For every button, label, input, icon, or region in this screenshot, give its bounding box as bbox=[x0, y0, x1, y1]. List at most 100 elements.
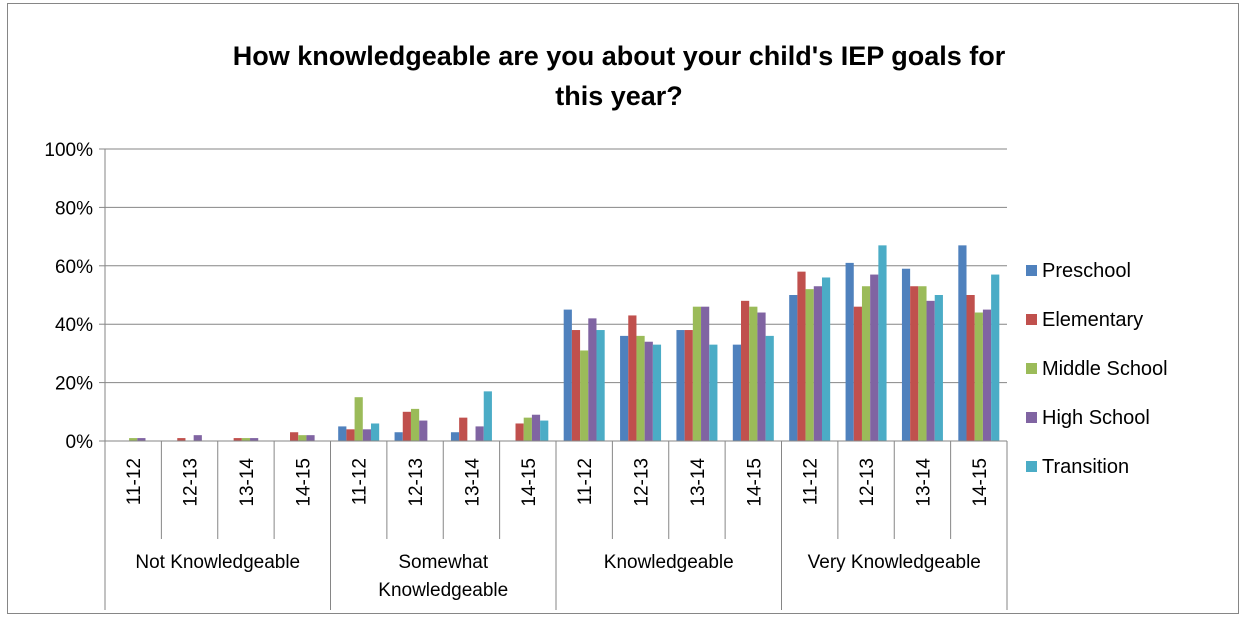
bar-high-school bbox=[475, 426, 484, 441]
x-tick-label-year: 13-14 bbox=[462, 458, 483, 507]
x-tick-label-year: 14-15 bbox=[519, 458, 540, 507]
y-tick-label: 60% bbox=[55, 257, 93, 278]
chart-frame: How knowledgeable are you about your chi… bbox=[7, 3, 1239, 614]
bar-chart: How knowledgeable are you about your chi… bbox=[7, 3, 1239, 614]
bar-high-school bbox=[531, 414, 541, 441]
bar-preschool bbox=[901, 268, 911, 441]
legend-swatch-transition bbox=[1026, 461, 1037, 472]
x-group-label: Not Knowledgeable bbox=[135, 552, 300, 573]
bar-middle-school bbox=[861, 286, 871, 441]
bar-transition bbox=[934, 295, 943, 441]
y-tick-label: 0% bbox=[66, 432, 94, 453]
bar-elementary bbox=[910, 286, 919, 441]
bar-elementary bbox=[684, 330, 693, 441]
bar-high-school bbox=[137, 438, 146, 441]
bar-high-school bbox=[362, 429, 371, 441]
x-group-label: Somewhat bbox=[398, 552, 488, 573]
bar-preschool bbox=[845, 262, 854, 441]
bar-high-school bbox=[813, 286, 822, 441]
x-tick-label-year: 12-13 bbox=[406, 458, 427, 507]
x-tick-label-year: 14-15 bbox=[744, 458, 765, 507]
bar-preschool bbox=[563, 309, 572, 441]
bar-elementary bbox=[741, 300, 750, 441]
y-tick-label: 40% bbox=[55, 315, 93, 336]
bar-elementary bbox=[628, 315, 637, 441]
bar-preschool bbox=[338, 426, 347, 441]
bar-transition bbox=[878, 245, 887, 441]
x-tick-label-year: 12-13 bbox=[632, 458, 653, 507]
bar-preschool bbox=[732, 344, 742, 441]
bar-elementary bbox=[966, 295, 975, 441]
bar-high-school bbox=[870, 274, 879, 441]
bar-preschool bbox=[958, 245, 967, 441]
y-tick-label: 20% bbox=[55, 374, 93, 395]
legend-label: Middle School bbox=[1042, 358, 1168, 380]
bar-middle-school bbox=[241, 438, 251, 441]
bar-preschool bbox=[450, 432, 460, 441]
bar-middle-school bbox=[974, 312, 983, 441]
bar-elementary bbox=[459, 417, 468, 441]
bar-middle-school bbox=[692, 306, 702, 441]
bar-high-school bbox=[644, 341, 653, 441]
bar-elementary bbox=[515, 423, 524, 441]
bar-middle-school bbox=[129, 438, 138, 441]
bar-middle-school bbox=[805, 289, 814, 441]
x-tick-label-year: 11-12 bbox=[124, 458, 145, 505]
y-tick-label: 80% bbox=[55, 198, 93, 219]
bar-middle-school bbox=[636, 335, 645, 441]
x-tick-label-year: 11-12 bbox=[575, 458, 596, 505]
x-tick-label-year: 13-14 bbox=[237, 458, 258, 507]
x-group-label: Knowledgeable bbox=[378, 580, 508, 601]
x-tick-label-year: 14-15 bbox=[970, 458, 991, 507]
bar-middle-school bbox=[410, 408, 420, 441]
x-tick-label-year: 12-13 bbox=[181, 458, 202, 507]
bar-transition bbox=[540, 420, 549, 441]
bar-high-school bbox=[701, 306, 710, 441]
bar-middle-school bbox=[580, 350, 589, 441]
bar-preschool bbox=[620, 335, 629, 441]
bar-high-school bbox=[419, 420, 428, 441]
legend-label: Preschool bbox=[1042, 260, 1131, 282]
bar-middle-school bbox=[298, 435, 307, 441]
bar-middle-school bbox=[523, 417, 532, 441]
bar-high-school bbox=[757, 312, 766, 441]
bar-elementary bbox=[571, 330, 581, 441]
bar-elementary bbox=[233, 438, 242, 441]
x-tick-label-year: 13-14 bbox=[913, 458, 934, 507]
bar-transition bbox=[765, 335, 774, 441]
x-group-label: Knowledgeable bbox=[604, 552, 734, 573]
bar-preschool bbox=[789, 295, 798, 441]
bar-preschool bbox=[394, 432, 403, 441]
bar-high-school bbox=[306, 435, 315, 441]
legend-swatch-preschool bbox=[1026, 265, 1037, 276]
legend-label: Transition bbox=[1042, 456, 1129, 478]
legend-swatch-elementary bbox=[1026, 314, 1037, 325]
bar-elementary bbox=[853, 306, 862, 441]
bar-high-school bbox=[982, 309, 992, 441]
chart-border bbox=[7, 3, 1239, 614]
legend-swatch-high-school bbox=[1026, 412, 1037, 423]
legend-label: High School bbox=[1042, 407, 1150, 429]
chart-title-line: this year? bbox=[555, 81, 683, 111]
bar-high-school bbox=[926, 300, 935, 441]
legend-label: Elementary bbox=[1042, 309, 1143, 331]
bar-elementary bbox=[402, 411, 411, 441]
bar-transition bbox=[370, 423, 380, 441]
bar-high-school bbox=[250, 438, 259, 441]
x-tick-label-year: 11-12 bbox=[801, 458, 822, 505]
x-tick-label-year: 12-13 bbox=[857, 458, 878, 507]
chart-title-line: How knowledgeable are you about your chi… bbox=[233, 41, 1006, 71]
x-group-label: Very Knowledgeable bbox=[808, 552, 981, 573]
bar-high-school bbox=[588, 318, 597, 441]
bar-transition bbox=[596, 330, 605, 441]
bar-preschool bbox=[676, 330, 685, 441]
bar-transition bbox=[821, 277, 831, 441]
y-tick-label: 100% bbox=[44, 140, 93, 161]
bar-elementary bbox=[346, 429, 355, 441]
bar-elementary bbox=[290, 432, 299, 441]
bar-high-school bbox=[193, 435, 202, 441]
bar-transition bbox=[483, 391, 492, 441]
bar-middle-school bbox=[354, 397, 363, 441]
bar-transition bbox=[991, 274, 1000, 441]
x-tick-label-year: 14-15 bbox=[293, 458, 314, 507]
